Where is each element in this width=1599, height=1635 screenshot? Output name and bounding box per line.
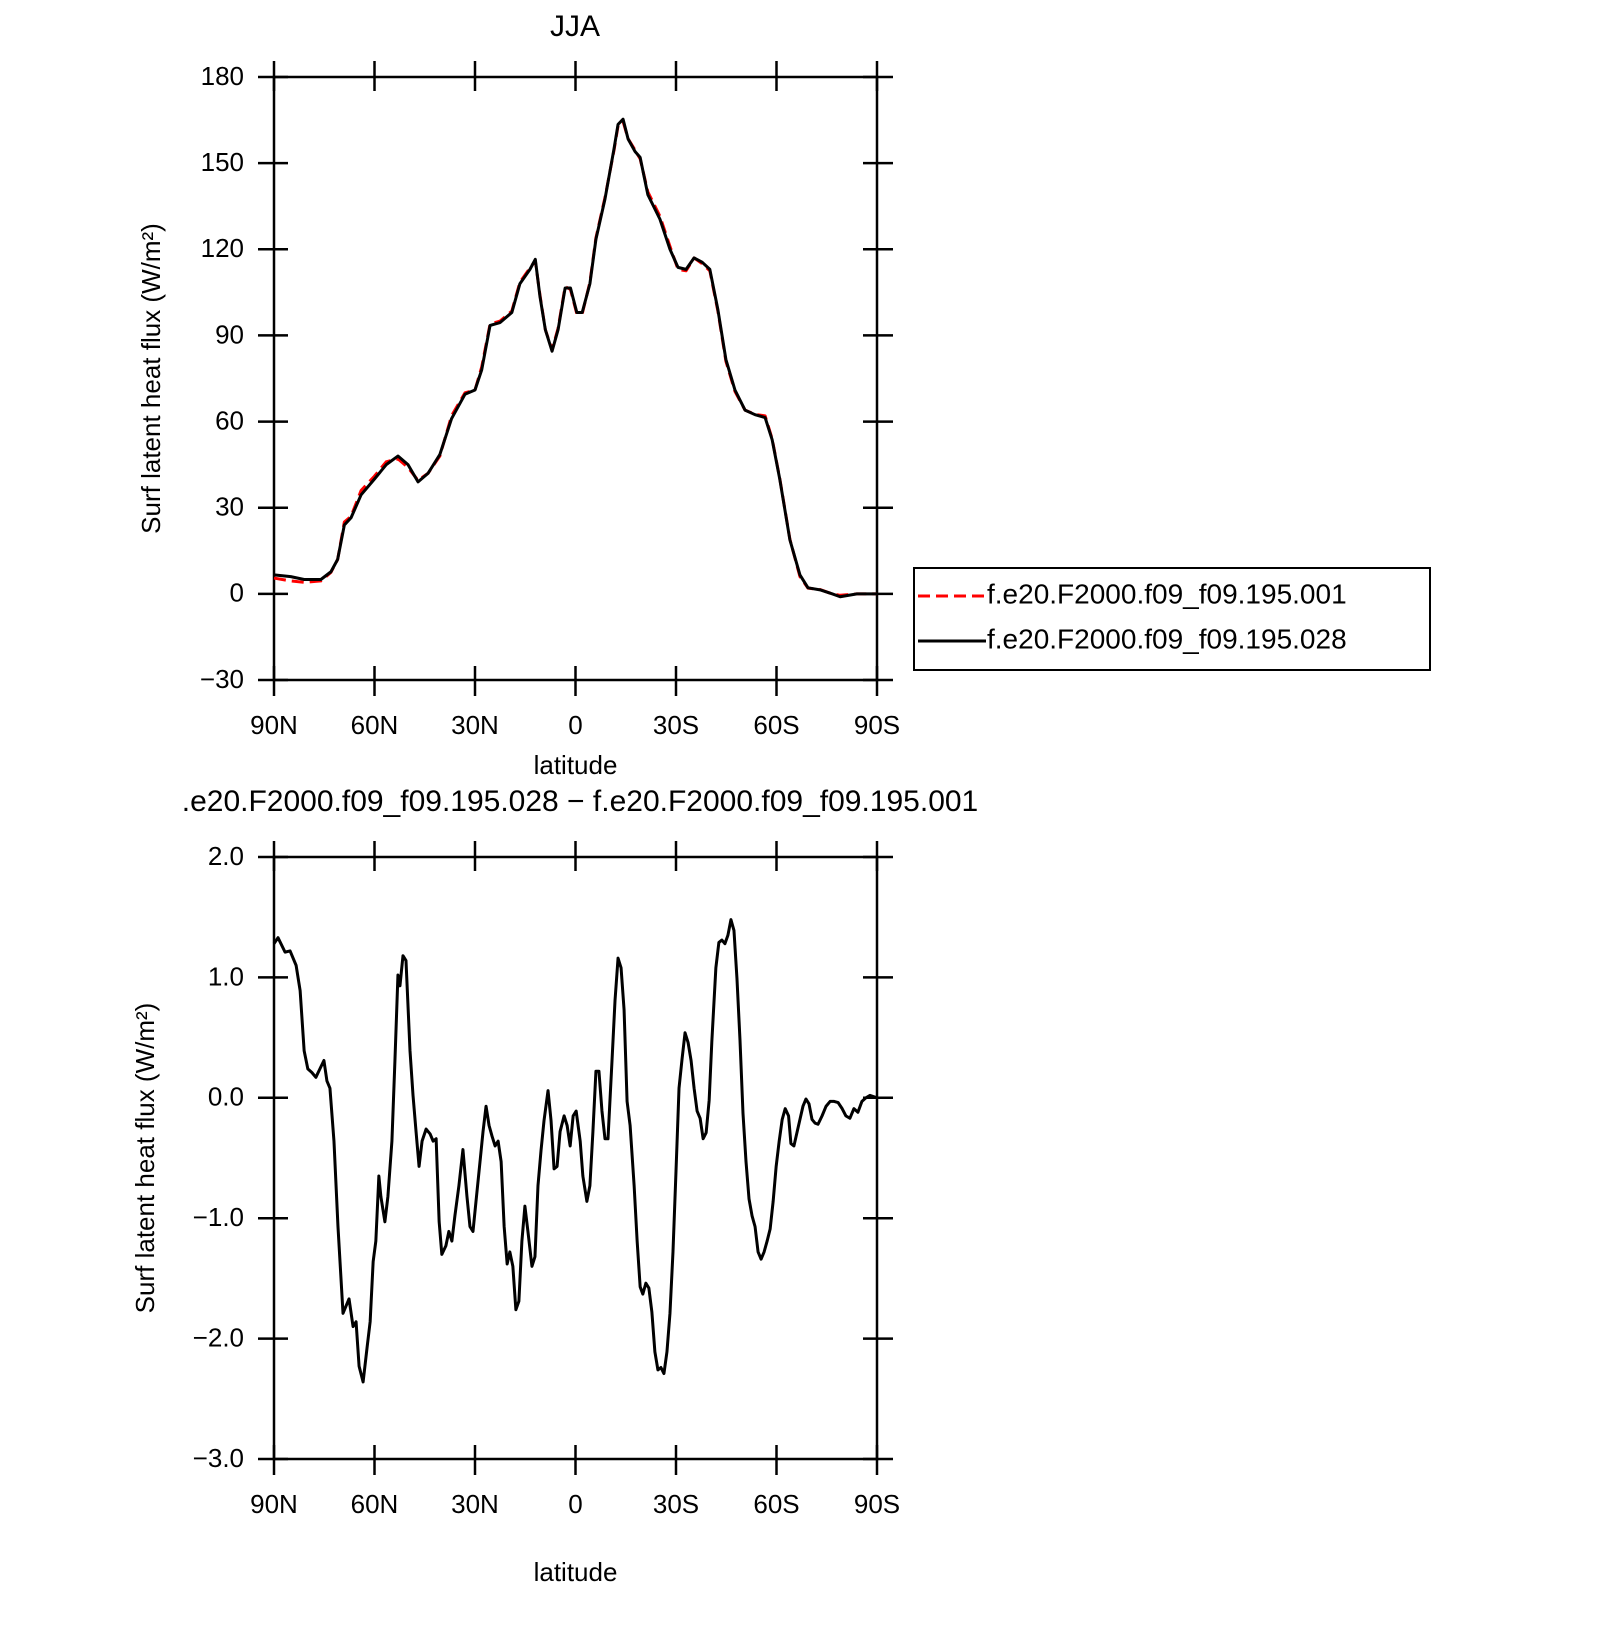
x-tick-label: 0 — [568, 1489, 582, 1519]
legend-label: f.e20.F2000.f09_f09.195.028 — [987, 623, 1347, 654]
x-axis-title: latitude — [534, 750, 618, 780]
y-tick-label: −30 — [200, 664, 244, 694]
y-tick-label: 2.0 — [208, 841, 244, 871]
y-tick-label: 120 — [201, 233, 244, 263]
x-tick-label: 0 — [568, 710, 582, 740]
x-tick-label: 90S — [854, 710, 900, 740]
x-tick-label: 60S — [753, 710, 799, 740]
chart-title: JJA — [550, 10, 600, 43]
y-tick-label: −1.0 — [193, 1202, 244, 1232]
chart-title: .e20.F2000.f09_f09.195.028 − f.e20.F2000… — [182, 785, 979, 818]
data-line — [272, 918, 878, 1384]
x-tick-label: 30S — [653, 1489, 699, 1519]
x-tick-label: 30N — [451, 1489, 499, 1519]
x-tick-label: 60N — [351, 1489, 399, 1519]
y-tick-label: 1.0 — [208, 961, 244, 991]
y-axis-title: Surf latent heat flux (W/m²) — [136, 223, 166, 534]
y-tick-label: 0 — [230, 578, 244, 608]
data-line — [273, 117, 877, 599]
x-tick-label: 30S — [653, 710, 699, 740]
x-tick-label: 60N — [351, 710, 399, 740]
y-tick-label: 60 — [215, 405, 244, 435]
y-tick-label: 0.0 — [208, 1082, 244, 1112]
y-tick-label: 30 — [215, 492, 244, 522]
x-tick-label: 90N — [250, 710, 298, 740]
x-tick-label: 90N — [250, 1489, 298, 1519]
y-tick-label: 90 — [215, 319, 244, 349]
x-tick-label: 30N — [451, 710, 499, 740]
y-tick-label: −3.0 — [193, 1443, 244, 1473]
plot-frame — [272, 75, 879, 682]
legend-box — [913, 567, 1431, 671]
y-axis-title: Surf latent heat flux (W/m²) — [130, 1003, 160, 1314]
y-tick-label: 150 — [201, 147, 244, 177]
legend-label: f.e20.F2000.f09_f09.195.001 — [987, 578, 1347, 609]
data-line — [273, 120, 877, 597]
x-axis-title: latitude — [534, 1557, 618, 1587]
x-tick-label: 90S — [854, 1489, 900, 1519]
x-tick-label: 60S — [753, 1489, 799, 1519]
y-tick-label: 180 — [201, 61, 244, 91]
y-tick-label: −2.0 — [193, 1322, 244, 1352]
